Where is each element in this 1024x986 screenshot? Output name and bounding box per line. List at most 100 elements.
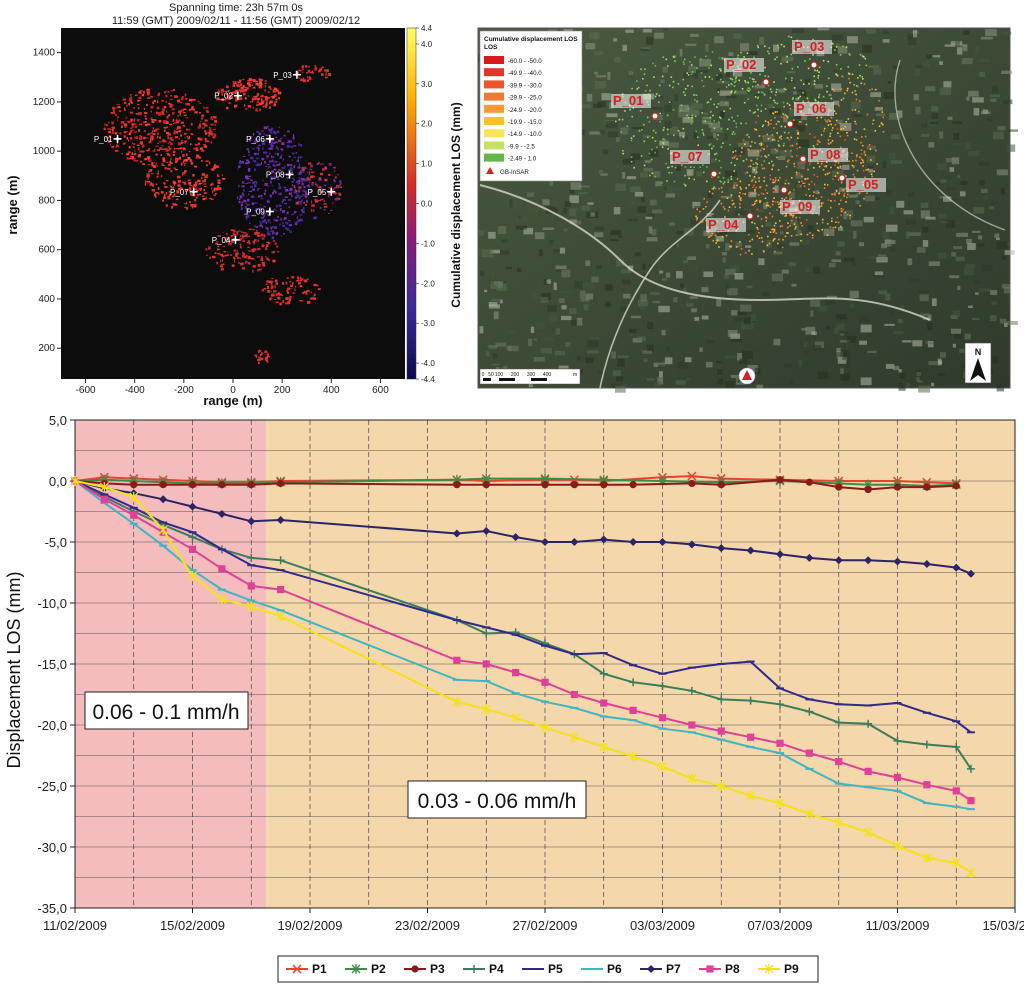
radar-title-line2: 11:59 (GMT) 2009/02/11 - 11:56 (GMT) 200… <box>112 15 360 27</box>
data-point <box>717 695 726 704</box>
chart-x-tick-label: 11/03/2009 <box>865 918 929 933</box>
map-legend-item-label: -24.9 - -20.0 <box>508 107 542 114</box>
data-point <box>600 481 608 489</box>
data-point <box>247 582 255 590</box>
chart-axes: 5,0 0,0 -5,0 -10,0 -15,0 -20,0 -25,0 -30,0 -35,0… <box>37 413 1024 933</box>
colorbar-tick-label: -4.0 <box>421 359 435 368</box>
chart-x-tick-label: 15/02/2009 <box>160 918 225 933</box>
radar-plot-area <box>61 28 405 379</box>
chart-y-tick-label: 0,0 <box>49 474 67 489</box>
data-point <box>159 481 167 489</box>
data-point <box>864 719 873 728</box>
map-point-p_03: P_03 <box>792 39 832 69</box>
data-point <box>952 482 960 490</box>
chart-x-tick-label: 19/02/2009 <box>277 918 342 933</box>
map-point-label: P_01 <box>613 93 643 108</box>
radar-y-tick-label: 600 <box>38 245 55 256</box>
data-point <box>599 535 608 544</box>
data-point <box>688 721 696 729</box>
data-point <box>541 481 549 489</box>
chart-y-tick-label: -20,0 <box>37 718 67 733</box>
radar-point-label: P_01 <box>94 135 113 144</box>
map-legend-item: -49.9 - -40.0 <box>484 68 542 77</box>
chart-x-tick-label: 15/03/2009 <box>982 918 1024 933</box>
scalebar-label: 0 <box>482 372 485 378</box>
data-point <box>923 781 931 789</box>
radar-point-label: P_07 <box>170 188 189 197</box>
data-point <box>834 718 843 727</box>
data-point <box>512 668 520 677</box>
radar-x-tick-label: 600 <box>372 385 389 396</box>
legend-label: P2 <box>371 962 386 976</box>
data-point <box>70 476 80 486</box>
legend-entry-p8: P8 <box>699 962 740 976</box>
map-point-p_08: P_08 <box>799 147 848 163</box>
radar-point-p_09: P_09 <box>246 207 274 217</box>
map-point-label: P_05 <box>848 177 878 192</box>
data-point <box>247 553 256 562</box>
data-point <box>158 524 168 535</box>
data-point <box>717 727 725 735</box>
map-legend-item-label: -14.9 - -10.0 <box>508 131 542 138</box>
colorbar-tick-label: -1.0 <box>421 239 435 248</box>
chart-y-tick-label: -35,0 <box>37 901 67 916</box>
map-point-label: P_09 <box>782 199 812 214</box>
data-point <box>893 840 902 851</box>
legend-label: P8 <box>725 962 740 976</box>
data-point <box>453 481 461 489</box>
data-point <box>687 471 697 481</box>
data-point <box>717 544 726 553</box>
data-point <box>276 611 286 622</box>
radar-x-tick-label: 0 <box>230 385 236 396</box>
radar-y-tick-label: 1200 <box>33 97 56 108</box>
legend-entry-p4: P4 <box>463 962 504 976</box>
legend-entry-p9: P9 <box>758 962 799 976</box>
map-panel: P_01 P_02 P_03 P_04 P_05 P_06 P_07 P_08 P_09 Cum… <box>477 27 1018 393</box>
chart-y-tick-label: -25,0 <box>37 779 67 794</box>
chart-y-tick-label: -10,0 <box>37 596 67 611</box>
data-point <box>246 601 256 612</box>
radar-points: P_01 P_02 P_03 P_04 P_05 P_06 P_07 P_08 P_09 <box>94 70 336 245</box>
map-legend-item: -39.9 - -30.0 <box>484 80 542 89</box>
colorbar-tick-label: 0.0 <box>421 200 433 209</box>
chart-y-tick-label: -15,0 <box>37 657 67 672</box>
data-point <box>629 678 638 687</box>
data-point <box>218 481 226 489</box>
data-point <box>893 773 902 782</box>
data-point <box>482 629 491 638</box>
radar-point-p_06: P_06 <box>246 134 274 144</box>
radar-point-p_02: P_02 <box>214 91 242 101</box>
radar-point-p_03: P_03 <box>273 70 301 80</box>
data-point <box>188 533 197 542</box>
data-point <box>747 733 755 741</box>
displacement-chart: 5,0 0,0 -5,0 -10,0 -15,0 -20,0 -25,0 -30,0 -35,0… <box>4 413 1024 983</box>
legend-label: P6 <box>607 962 622 976</box>
chart-x-tick-label: 11/02/2009 <box>43 918 107 933</box>
colorbar-tick-label: -3.0 <box>421 319 435 328</box>
radar-x-tick-label: -600 <box>76 385 96 396</box>
data-point <box>967 797 975 805</box>
data-point <box>776 700 784 709</box>
legend-marker <box>764 964 774 974</box>
chart-y-tick-label: -30,0 <box>37 840 67 855</box>
data-point <box>188 502 197 511</box>
radar-location-icon <box>738 367 756 385</box>
legend-marker <box>706 965 714 973</box>
data-point <box>834 817 844 828</box>
data-point <box>511 533 520 542</box>
map-north-arrow: N <box>964 342 992 384</box>
radar-axis-ticks: -600 -400 -200 0 200 400 600 200 400 600 800 1000 12… <box>33 48 389 396</box>
radar-colorbar-ticks: 4.4 4.0 3.0 2.0 1.0 0.0 -1.0 -2.0 -3.0 -4.0 -4.4 <box>416 24 435 384</box>
map-legend-item: -29.9 - -25.0 <box>484 92 542 102</box>
map-legend: Cumulative displacement LOS LOS -60.0 - … <box>479 30 583 182</box>
map-legend-marker: GB-InSAR <box>486 167 529 176</box>
data-point <box>511 712 521 723</box>
radar-point-label: P_08 <box>266 171 285 180</box>
map-legend-item-label: -39.9 - -30.0 <box>508 82 542 89</box>
map-point-p_01: P_01 <box>611 93 659 120</box>
data-point <box>776 550 784 559</box>
legend-label: P3 <box>430 962 445 976</box>
map-scalebar: 0 50 100 200 300 400 m <box>479 368 581 385</box>
data-point <box>966 867 976 878</box>
legend-entry-p5: P5 <box>522 962 563 976</box>
